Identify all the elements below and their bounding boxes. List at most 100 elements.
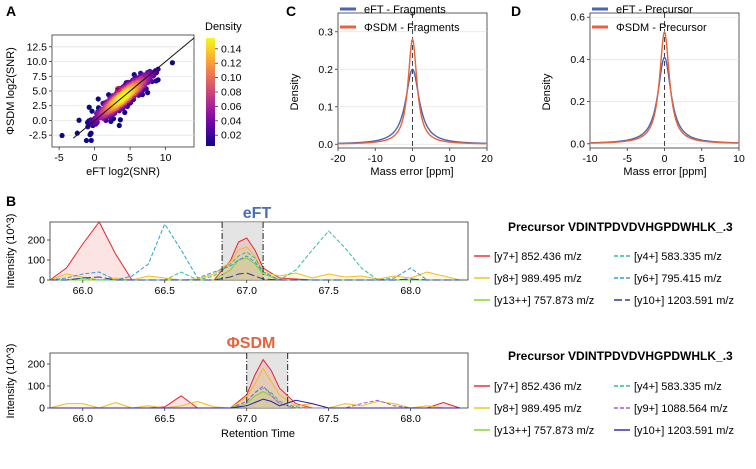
panel-c-series [337, 13, 488, 148]
y-tick-label: 0 [39, 403, 45, 415]
series-line-5 [50, 398, 460, 409]
scatter-point [116, 122, 122, 129]
panel-b-eft-series [49, 221, 460, 281]
panel-c: -20 -10 0 10 20 0.0 0.1 0.2 0.3 eFT - Fragments … [289, 4, 493, 178]
series-line-1 [49, 367, 460, 409]
x-tick-label: 68.0 [400, 413, 421, 425]
panel-c-legend: eFT - Fragments ΦSDM - Fragments [340, 4, 460, 34]
x-tick-label: 0 [662, 153, 668, 165]
y-tick-label: 7.5 [32, 71, 47, 83]
y-tick-label: 0.0 [318, 139, 333, 151]
panel-d-ylabel: Density [541, 73, 553, 110]
colorbar-tick-label: 0.06 [221, 101, 242, 113]
panel-d-xlabel: Mass error [ppm] [623, 166, 706, 178]
panel-c-xlabel: Mass error [ppm] [370, 166, 453, 178]
x-tick-label: 5 [127, 152, 133, 164]
series-line-1 [49, 246, 460, 281]
y-tick-label: 0.4 [570, 54, 585, 66]
density-curve-eft [337, 68, 488, 145]
scatter-point [76, 117, 82, 123]
y-tick-label: 100 [27, 381, 45, 393]
panel-b-phisdm-series [49, 353, 460, 409]
x-tick-label: 10 [444, 153, 456, 165]
legend-label-3: [y4+] 583.335 m/z [634, 381, 722, 393]
legend-label-5: [y10+] 1203.591 m/z [634, 295, 734, 307]
y-tick-label: 0.2 [570, 96, 585, 108]
x-tick-label: 67.0 [236, 413, 257, 425]
legend-label-phisdm-fragments: ΦSDM - Fragments [364, 22, 460, 34]
panel-d-series [589, 13, 740, 148]
y-tick-label: 12.5 [27, 41, 48, 53]
legend-label-4: [y6+] 795.415 m/z [634, 273, 722, 285]
x-tick-label: 10 [160, 152, 172, 164]
colorbar-tick-label: 0.12 [221, 58, 242, 70]
y-tick-label: 0.0 [32, 115, 47, 127]
panel-d-gridlines: -10 -5 0 5 10 0.0 0.2 0.4 0.6 [570, 12, 745, 165]
x-tick-label: 66.5 [155, 285, 176, 297]
scatter-point [86, 104, 92, 110]
x-tick-label: 10 [733, 153, 745, 165]
identity-line [72, 37, 195, 139]
scatter-point [122, 109, 128, 116]
x-tick-label: -5 [54, 152, 63, 164]
y-tick-label: 10.0 [27, 56, 48, 68]
legend-label-0: [y7+] 852.436 m/z [494, 381, 582, 393]
colorbar-tick-label: 0.04 [221, 115, 242, 127]
x-tick-label: 66.5 [155, 413, 176, 425]
x-tick-label: 0 [410, 153, 416, 165]
legend-label-0: [y7+] 852.436 m/z [494, 251, 582, 263]
panel-c-ylabel: Density [289, 73, 301, 110]
x-tick-label: 68.0 [400, 285, 421, 297]
legend-label-3: [y4+] 583.335 m/z [634, 251, 722, 263]
legend-label-2: [y13++] 757.873 m/z [494, 425, 594, 437]
colorbar-tick-label: 0.14 [221, 43, 242, 55]
scatter-point [87, 132, 93, 138]
panel-b-phisdm-shade [246, 353, 288, 408]
colorbar-ticks: 0.14 0.12 0.10 0.08 0.06 0.04 0.02 [215, 43, 242, 142]
scatter-point [95, 96, 101, 102]
x-tick-label: 5 [699, 153, 705, 165]
x-tick-label: 67.5 [318, 285, 339, 297]
legend-label-4: [y9+] 1088.564 m/z [634, 403, 728, 415]
x-tick-label: -10 [582, 153, 597, 165]
panel-b-eft-legend: [y7+] 852.436 m/z [y8+] 989.495 m/z [y13++… [474, 251, 734, 307]
series-line-5 [50, 272, 460, 281]
panel-d: -10 -5 0 5 10 0.0 0.2 0.4 0.6 eFT - Precursor ΦS… [541, 4, 745, 178]
y-tick-label: 0.6 [570, 12, 585, 24]
legend-label-eft-precursor: eFT - Precursor [616, 4, 693, 16]
panel-b-eft: eFT 66.0 66.5 67.0 67.5 68.0 0 100 200 Intensit… [5, 205, 734, 307]
y-tick-label: 100 [27, 255, 45, 267]
y-tick-label: -2.5 [29, 130, 47, 142]
scatter-point [153, 78, 159, 84]
scatter-point [59, 132, 65, 139]
y-tick-label: 0.1 [318, 101, 333, 113]
scatter-point [74, 130, 80, 136]
legend-label-5: [y10+] 1203.591 m/z [634, 425, 734, 437]
density-curve-phisdm [337, 37, 488, 145]
legend-label-2: [y13++] 757.873 m/z [494, 295, 594, 307]
series-area-2 [50, 391, 460, 408]
scatter-point [117, 117, 123, 123]
colorbar [206, 38, 215, 146]
colorbar-tick-label: 0.08 [221, 87, 242, 99]
scatter-point [169, 60, 175, 66]
panel-b-phisdm-ylabel: Intensity (10^3) [5, 344, 17, 419]
panel-letter-b: B [6, 193, 16, 209]
y-tick-label: 200 [27, 235, 45, 247]
scatter-point [89, 108, 95, 114]
y-tick-label: 2.5 [32, 100, 47, 112]
panel-letter-a: A [6, 3, 16, 19]
panel-a-xlabel: eFT log2(SNR) [86, 166, 160, 178]
panel-d-legend: eFT - Precursor ΦSDM - Precursor [592, 4, 707, 34]
panel-c-gridlines: -20 -10 0 10 20 0.0 0.1 0.2 0.3 [318, 26, 493, 165]
y-tick-label: 0 [39, 275, 45, 287]
y-tick-label: 0.2 [318, 64, 333, 76]
panel-b-phisdm-legend: [y7+] 852.436 m/z [y8+] 989.495 m/z [y13++… [474, 381, 734, 437]
density-curve-phisdm [589, 30, 740, 144]
panel-a-marks [72, 37, 195, 139]
panel-a: -5 0 5 10 -2.5 0.0 2.5 5.0 7.5 10.0 12.5 eFT log2(… [5, 21, 242, 178]
panel-b-phisdm: ΦSDM 66.0 66.5 67.0 67.5 68.0 0 100 200 Intensi… [5, 335, 734, 440]
x-tick-label: -5 [623, 153, 632, 165]
legend-label-eft-fragments: eFT - Fragments [364, 4, 446, 16]
